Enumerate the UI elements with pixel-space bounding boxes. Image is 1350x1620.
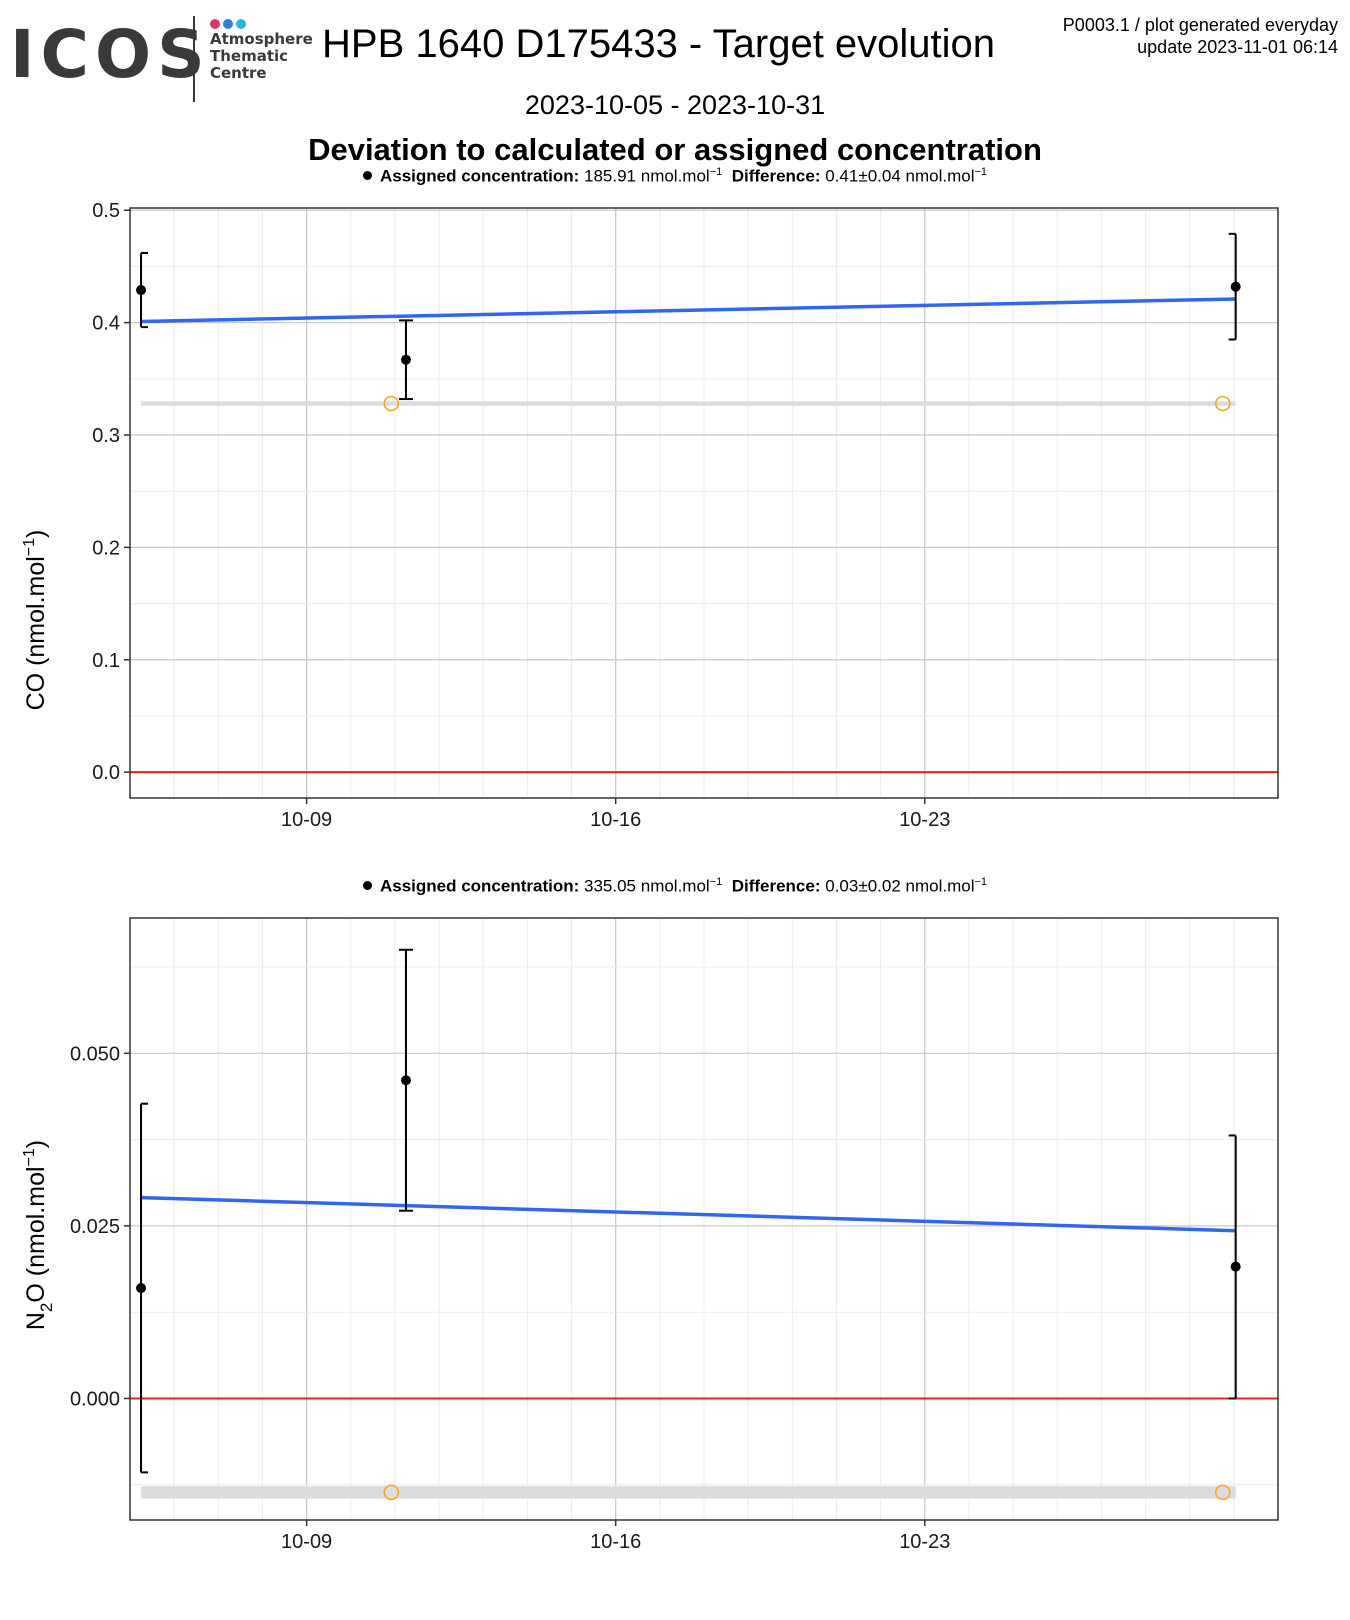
co-difference-uncertainty: 0.04 xyxy=(867,166,901,186)
n2o-y-tick-label: 0.050 xyxy=(70,1043,120,1065)
icos-logo: ICOS Atmosphere Thematic Centre xyxy=(10,14,313,104)
n2o-plot-frame xyxy=(129,917,1279,1521)
co-assigned-exponent: −1 xyxy=(709,166,723,178)
co-y-tick-label: 0.4 xyxy=(92,313,120,335)
generation-info: P0003.1 / plot generated everyday update… xyxy=(1063,14,1338,58)
co-y-tick-label: 0.3 xyxy=(92,425,120,447)
co-trend-line xyxy=(141,297,1236,324)
co-y-tick-label: 0.1 xyxy=(92,650,120,672)
n2o-x-tick-label: 10-09 xyxy=(281,1531,332,1553)
co-reference-point xyxy=(1215,395,1231,412)
co-y-axis-title: CO (nmol.mol−1) xyxy=(21,530,50,711)
co-x-tick-label: 10-09 xyxy=(281,809,332,831)
logo-dot-blue xyxy=(223,19,233,29)
logo-line-3: Centre xyxy=(210,64,267,82)
n2o-reference-band xyxy=(141,1486,1236,1499)
n2o-x-tick-label: 10-16 xyxy=(590,1531,641,1553)
co-difference-unit: nmol.mol xyxy=(905,166,975,186)
page-title: HPB 1640 D175433 - Target evolution xyxy=(322,22,996,66)
co-x-tick-label: 10-16 xyxy=(590,809,641,831)
update-timestamp: update 2023-11-01 06:14 xyxy=(1137,37,1338,57)
n2o-data-point xyxy=(1230,1261,1241,1272)
n2o-difference-value: 0.03 xyxy=(825,876,859,896)
n2o-caption: Assigned concentration: 335.05 nmol.mol−… xyxy=(0,876,1350,897)
n2o-difference-exponent: −1 xyxy=(974,876,988,888)
logo-divider xyxy=(193,16,195,102)
n2o-deviation-plot: 0.000 0.025 0.050 10-09 10-16 10-23 N2O (nmol… xyxy=(21,917,1279,1553)
legend-point-icon xyxy=(362,170,372,180)
n2o-assigned-value: 335.05 nmol.mol xyxy=(584,876,710,896)
co-x-tick-label: 10-23 xyxy=(899,809,950,831)
n2o-y-tick-label: 0.025 xyxy=(70,1216,120,1238)
n2o-difference-unit: nmol.mol xyxy=(905,876,975,896)
n2o-x-tick-label: 10-23 xyxy=(899,1531,950,1553)
co-y-tick-label: 0.5 xyxy=(92,200,120,222)
co-deviation-plot: 0.0 0.1 0.2 0.3 0.4 0.5 10-09 10-16 10-23 CO (nm… xyxy=(21,200,1279,831)
co-plot-frame xyxy=(129,207,1279,799)
co-difference-label: Difference: xyxy=(731,166,821,186)
logo-subtitle: Atmosphere Thematic Centre xyxy=(210,31,313,82)
co-reference-band xyxy=(141,401,1236,406)
logo-wordmark: ICOS xyxy=(10,16,211,93)
co-y-tick-label: 0.2 xyxy=(92,537,120,559)
co-reference-point xyxy=(383,395,400,412)
n2o-data-point xyxy=(400,1075,411,1086)
legend-point-icon xyxy=(362,880,372,890)
co-caption: Assigned concentration: 185.91 nmol.mol−… xyxy=(0,166,1350,187)
logo-line-2: Thematic xyxy=(210,47,289,65)
logo-dot-cyan xyxy=(236,19,246,29)
logo-dot-magenta xyxy=(210,19,220,29)
section-title: Deviation to calculated or assigned conc… xyxy=(308,132,1042,167)
date-range: 2023-10-05 - 2023-10-31 xyxy=(524,90,826,120)
n2o-data-point xyxy=(136,1283,147,1294)
n2o-y-tick-label: 0.000 xyxy=(70,1388,120,1410)
n2o-assigned-exponent: −1 xyxy=(709,876,723,888)
n2o-difference-label: Difference: xyxy=(731,876,821,896)
n2o-difference-uncertainty: 0.02 xyxy=(867,876,901,896)
n2o-trend-line xyxy=(140,1195,1236,1233)
logo-dots-icon xyxy=(210,16,249,34)
co-difference-exponent: −1 xyxy=(974,166,988,178)
n2o-reference-point xyxy=(383,1484,400,1501)
n2o-assigned-label: Assigned concentration: xyxy=(379,876,580,896)
co-y-tick-label: 0.0 xyxy=(92,762,120,784)
co-data-point xyxy=(136,285,147,296)
co-data-point xyxy=(400,354,411,365)
co-difference-value: 0.41 xyxy=(825,166,859,186)
n2o-reference-point xyxy=(1215,1484,1231,1501)
co-assigned-label: Assigned concentration: xyxy=(379,166,580,186)
co-data-point xyxy=(1230,281,1241,292)
co-assigned-value: 185.91 nmol.mol xyxy=(584,166,710,186)
n2o-y-axis-title: N2O (nmol.mol−1) xyxy=(21,1140,56,1330)
logo-line-1: Atmosphere xyxy=(210,30,313,48)
plot-id-line: P0003.1 / plot generated everyday xyxy=(1062,15,1338,35)
